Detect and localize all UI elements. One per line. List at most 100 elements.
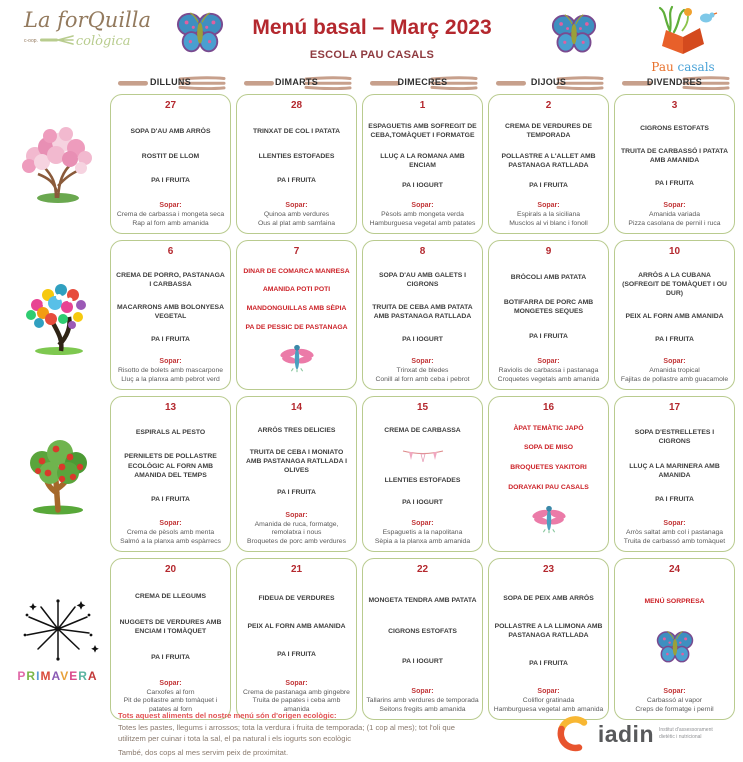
date-number: 22 bbox=[416, 564, 429, 575]
menu-item: MENÚ SORPRESA bbox=[644, 598, 705, 606]
menu-cell: 28 TRINXAT DE COL I PATATA LLENTIES ESTOFA… bbox=[236, 94, 357, 234]
sopar-label: Sopar: bbox=[663, 358, 686, 366]
menu-item: ÀPAT TEMÀTIC JAPÓ bbox=[513, 424, 584, 432]
menu-item: TRUITA DE CEBA AMB PATATA AMB PASTANAGA … bbox=[372, 303, 473, 320]
sopar-item: Raviolis de carbassa i pastanaga bbox=[498, 367, 599, 375]
menu-item: PA I FRUITA bbox=[151, 496, 190, 504]
sopar-section: Sopar: Carbassó al vapor Creps de formatge… bbox=[618, 688, 731, 715]
apple-tree-illustration bbox=[5, 396, 110, 552]
butterfly-icon bbox=[551, 12, 597, 59]
menu-item: PA I FRUITA bbox=[277, 177, 316, 185]
book-plants-icon bbox=[658, 5, 718, 54]
date-number: 24 bbox=[668, 564, 681, 575]
day-label: DILLUNS bbox=[149, 77, 192, 87]
menu-cell: 3 CIGRONS ESTOFATS TRUITA DE CARBASSÓ I PA… bbox=[614, 94, 735, 234]
fork-icon bbox=[244, 76, 352, 90]
sopar-item: Amanida tropical bbox=[649, 367, 700, 375]
day-header: DIJOUS bbox=[488, 74, 609, 94]
sopar-item: Croquetes vegetals amb amanida bbox=[497, 376, 600, 384]
menu-item: ROSTIT DE LLOM bbox=[141, 152, 200, 160]
sopar-label: Sopar: bbox=[537, 688, 560, 696]
menu-item: PA I FRUITA bbox=[277, 489, 316, 497]
date-number: 27 bbox=[164, 100, 177, 111]
menu-item: PA I FRUITA bbox=[655, 496, 694, 504]
butterfly-icon bbox=[656, 631, 693, 663]
page-subtitle: ESCOLA PAU CASALS bbox=[309, 49, 435, 61]
iadin-logo: iadin Institut d'assessorament dietètic … bbox=[557, 716, 713, 752]
eco-note-line: utilitzem per cuinar i tota la sal, el p… bbox=[118, 734, 351, 744]
menu-item: TRUITA DE CARBASSÓ I PATATA AMB AMANIDA bbox=[621, 147, 728, 165]
menu-cell: 10 ARRÒS A LA CUBANA (SOFREGIT DE TOMÀQUE… bbox=[614, 240, 735, 390]
menu-cell: 20 CREMA DE LLEGUMS NUGGETS DE VERDURES AM… bbox=[110, 558, 231, 720]
sopar-label: Sopar: bbox=[411, 688, 434, 696]
date-number: 1 bbox=[419, 100, 426, 111]
menu-cell: 16 ÀPAT TEMÀTIC JAPÓ SOPA DE MISO BROQUETES… bbox=[488, 396, 609, 552]
sopar-label: Sopar: bbox=[159, 358, 182, 366]
menu-item: SOPA D'AU AMB GALETS I CIGRONS bbox=[378, 271, 467, 288]
menu-item: PA I FRUITA bbox=[151, 653, 190, 661]
sopar-section: Sopar: Crema de carbassa i mongeta seca Ra… bbox=[114, 202, 227, 229]
sopar-section: Sopar: Espaguetis a la napolitana Sèpia a … bbox=[366, 520, 479, 547]
menu-cell: 24 MENÚ SORPRESA Sopar: Carbassó al vapor C… bbox=[614, 558, 735, 720]
sopar-item: Broquetes de porc amb verdures bbox=[247, 538, 346, 546]
sopar-item: Carbassó al vapor bbox=[646, 697, 703, 705]
sopar-item: Seitons fregits amb amanida bbox=[379, 706, 466, 714]
week-row: 27 SOPA D'AU AMB ARRÒS ROSTIT DE LLOM PA I … bbox=[5, 94, 743, 234]
eco-note-line: També, dos cops al mes servim peix de pr… bbox=[118, 747, 289, 757]
sopar-item: Conill al forn amb ceba i pebrot bbox=[375, 376, 470, 384]
sopar-section: Sopar: Coliflor gratinada Hamburguesa vege… bbox=[492, 688, 605, 715]
menu-item: PA I FRUITA bbox=[529, 333, 568, 341]
sopar-item: Arròs saltat amb col i pastanaga bbox=[625, 529, 724, 537]
sopar-item: Quinoa amb verdures bbox=[263, 211, 330, 219]
day-label: DIVENDRES bbox=[646, 77, 703, 87]
menu-item: CREMA DE PORRO, PASTANAGA I CARBASSA bbox=[116, 271, 225, 288]
menu-cell: 7 DINAR DE COMARCA MANRESA AMANIDA POTI PO… bbox=[236, 240, 357, 390]
pau-casals-logo-text: Pau casals bbox=[651, 60, 715, 74]
menu-item: DINAR DE COMARCA MANRESA bbox=[243, 267, 350, 275]
date-number: 10 bbox=[668, 246, 681, 257]
date-number: 13 bbox=[164, 402, 177, 413]
forquilla-logo: La forQuilla c-oop. cològica bbox=[24, 10, 174, 50]
sopar-item: Pèsols amb mongeta verda bbox=[381, 211, 464, 219]
menu-item: ARRÒS A LA CUBANA (SOFREGIT DE TOMÀQUET … bbox=[622, 271, 727, 297]
menu-item: NUGGETS DE VERDURES AMB ENCIAM I TOMÀQUE… bbox=[119, 618, 222, 635]
cherry-blossom-tree-image bbox=[21, 127, 92, 203]
menu-item: TRINXAT DE COL I PATATA bbox=[252, 127, 341, 135]
menu-item: CIGRONS ESTOFATS bbox=[640, 125, 709, 133]
eco-note-title: Tots aquest aliments del nostre menú són… bbox=[118, 711, 337, 720]
sopar-section: Sopar: Espirals a la siciliana Musclos al … bbox=[492, 202, 605, 229]
menu-item: ESPAGUETIS AMB SOFREGIT DE CEBA,TOMÀQUET… bbox=[368, 123, 477, 140]
sopar-label: Sopar: bbox=[537, 358, 560, 366]
menu-item: SOPA D'ESTRELLETES I CIGRONS bbox=[634, 429, 715, 446]
menu-item: MANDONGUILLAS AMB SÈPIA bbox=[246, 304, 347, 312]
menu-item: PA I FRUITA bbox=[529, 660, 568, 668]
pau-casals-logo: Pau casals bbox=[635, 4, 731, 73]
menu-item: CREMA DE VERDURES DE TEMPORADA bbox=[505, 123, 592, 140]
sopar-label: Sopar: bbox=[411, 358, 434, 366]
day-label: DIMARTS bbox=[274, 77, 319, 87]
menu-item: PA DE PESSIC DE PASTANAGA bbox=[245, 323, 348, 331]
menu-item: FIDEUA DE VERDURES bbox=[258, 595, 335, 602]
menu-item: ARRÒS TRES DELICIES bbox=[257, 426, 336, 434]
sopar-item: Risotto de bolets amb mascarpone bbox=[117, 367, 224, 375]
butterfly-icon bbox=[176, 12, 224, 53]
menu-cell: 13 ESPIRALS AL PESTO PERNILETS DE POLLASTR… bbox=[110, 396, 231, 552]
date-number: 8 bbox=[419, 246, 426, 257]
sopar-item: Crema de pèsols amb menta bbox=[126, 529, 215, 537]
menu-cell: 15 CREMA DE CARBASSA LLENTIES ESTOFADES PA… bbox=[362, 396, 483, 552]
forquilla-eco-label: cològica bbox=[75, 33, 131, 49]
date-number: 17 bbox=[668, 402, 681, 413]
sopar-item: Espaguetis a la napolitana bbox=[382, 529, 463, 537]
sopar-item: Hamburguesa vegetal amb patates bbox=[369, 220, 476, 228]
menu-item: MACARRONS AMB BOLONYESA VEGETAL bbox=[117, 303, 224, 320]
menu-item: POLLASTRE A L'ALLET AMB PASTANAGA RATLLA… bbox=[501, 152, 596, 169]
sopar-section: Sopar: Amanida variada Pizza casolana de p… bbox=[618, 202, 731, 229]
sopar-section: Sopar: Quinoa amb verdures Ous al plat amb… bbox=[240, 202, 353, 229]
menu-item: AMANIDA POTI POTI bbox=[262, 286, 331, 294]
date-number: 21 bbox=[290, 564, 303, 575]
sopar-item: Espirals a la siciliana bbox=[516, 211, 581, 219]
sopar-label: Sopar: bbox=[663, 202, 686, 210]
sopar-section: Sopar: Trinxat de bledes Conill al forn am… bbox=[366, 358, 479, 385]
menu-item: LLUÇ A LA MARINERA AMB AMANIDA bbox=[629, 462, 720, 479]
